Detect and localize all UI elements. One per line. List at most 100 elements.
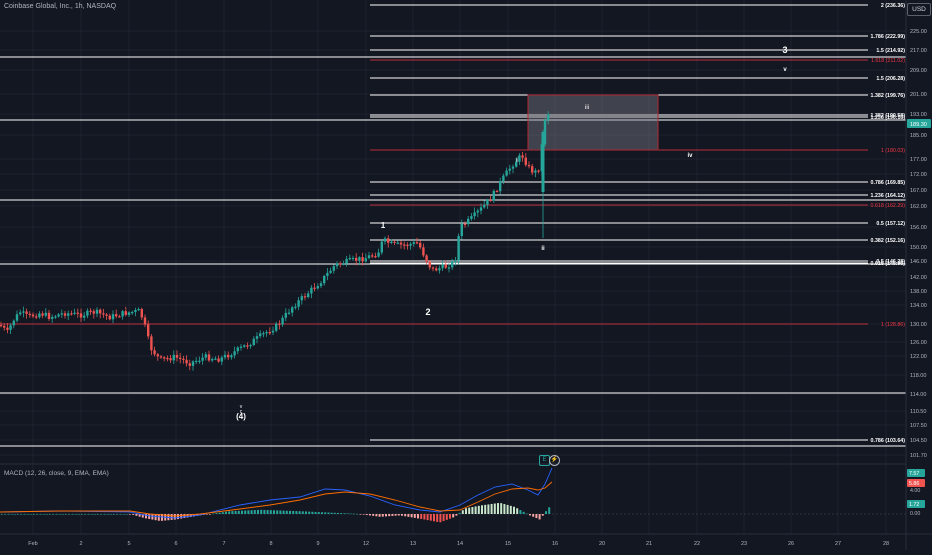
time-tick-1: 2 (79, 541, 82, 547)
macd-hist-bar (65, 514, 67, 515)
candle-body (19, 312, 22, 315)
macd-hist-bar (209, 514, 211, 515)
macd-hist-bar (538, 514, 541, 520)
candle-body (495, 190, 499, 193)
macd-hist-bar (253, 510, 256, 514)
macd-hist-bar (266, 510, 269, 514)
candle-body (534, 170, 537, 173)
macd-pane: 7.57 5.86 1.72 4.00 0.00 (0, 467, 925, 523)
macd-badge-0: 7.57 (909, 471, 919, 477)
time-tick-12: 20 (599, 541, 605, 547)
candle-body (454, 260, 457, 262)
price-axis[interactable]: 225.00 217.00 209.00 201.00 193.00 185.00 177.… (907, 29, 931, 459)
currency-button[interactable]: USD (907, 3, 931, 16)
candle-body (355, 257, 358, 261)
candle-body (217, 358, 220, 362)
fib-label-14: 0.5 (146.28) (876, 259, 905, 265)
candle-body (137, 309, 140, 311)
candle-body (505, 170, 508, 176)
macd-hist-bar (487, 504, 490, 514)
candle-body (396, 242, 399, 244)
macd-hist-bar (42, 514, 45, 515)
fib-label-1: 1.786 (222.99) (871, 34, 906, 40)
candle-body (63, 313, 67, 316)
wave-label-5: ii (541, 246, 545, 252)
time-tick-17: 27 (835, 541, 841, 547)
macd-hist-bar (356, 513, 359, 515)
candle-body (249, 345, 252, 347)
candle-body (547, 114, 550, 120)
macd-hist-bar (455, 514, 458, 516)
candle-body (262, 333, 265, 335)
candle-body (294, 306, 297, 308)
candle-body (220, 357, 223, 362)
candle-body (175, 354, 179, 358)
macd-hist-bar (58, 514, 61, 515)
macd-hist-bar (177, 514, 179, 520)
macd-hist-bar (353, 513, 355, 515)
target-zone-box[interactable] (527, 94, 659, 151)
macd-hist-bar (497, 503, 499, 514)
macd-hist-bar (138, 514, 141, 517)
macd-hist-bar (404, 514, 407, 517)
candle-body (521, 155, 524, 158)
lightning-icon[interactable]: ⚡ (549, 455, 560, 466)
macd-hist-bar (135, 514, 138, 516)
candle-body (131, 311, 134, 314)
wave-label-7: 2 (425, 307, 430, 317)
candle-body (303, 296, 307, 298)
current-price-badge[interactable] (907, 119, 931, 128)
fib-label-11: 0.618 (162.29) (871, 203, 906, 209)
time-tick-14: 22 (694, 541, 700, 547)
macd-hist-bar (289, 510, 291, 514)
time-tick-9: 14 (457, 541, 463, 547)
macd-hist-bar (477, 505, 480, 514)
macd-hist-bar (305, 511, 307, 514)
macd-hist-bar (247, 510, 250, 514)
price-tick-2: 209.00 (910, 68, 927, 74)
macd-hist-bar (401, 514, 403, 516)
time-tick-7: 12 (363, 541, 369, 547)
fib-label-6: 1.382 (190.58) (871, 113, 906, 119)
macd-hist-bar (90, 514, 93, 515)
fib-label-15: 0.618 (145.96) (871, 261, 906, 267)
candle-body (233, 351, 236, 356)
candle-body (524, 157, 527, 165)
macd-hist-bar (481, 505, 483, 514)
candle-body (31, 314, 35, 317)
candle-body (0, 325, 3, 327)
candle-body (22, 311, 25, 313)
candle-body (447, 267, 451, 269)
price-tick-6: 177.00 (910, 157, 927, 163)
time-tick-15: 23 (741, 541, 747, 547)
wave-label-10: (4) (236, 412, 246, 421)
price-tick-23: 104.50 (910, 438, 927, 444)
macd-hist-bar (541, 514, 544, 516)
macd-hist-bar (388, 514, 391, 517)
macd-hist-bar (250, 510, 253, 514)
macd-hist-bar (148, 514, 151, 519)
macd-hist-bar (301, 511, 304, 514)
macd-hist-bar (119, 514, 122, 515)
price-tick-1: 217.00 (910, 48, 927, 54)
macd-hist-bar (372, 514, 375, 516)
price-tick-9: 162.00 (910, 204, 927, 210)
macd-hist-bar (500, 503, 503, 514)
candlesticks (0, 111, 550, 371)
macd-hist-bar (221, 512, 224, 514)
macd-hist-bar (74, 514, 77, 515)
macd-hist-bar (465, 508, 467, 514)
symbol-title[interactable]: Coinbase Global, Inc., 1h, NASDAQ (4, 3, 117, 10)
macd-legend[interactable]: MACD (12, 26, close, 9, EMA, EMA) (4, 470, 109, 477)
candle-body (127, 312, 131, 315)
candle-body (281, 317, 284, 325)
candle-body (223, 354, 227, 358)
macd-badge-1: 5.86 (909, 481, 919, 487)
candle-body (246, 345, 249, 347)
signal-line (0, 481, 553, 517)
time-axis[interactable]: Feb 2 5 6 7 8 9 12 13 14 15 16 20 21 22 23 26 27 28 (28, 541, 889, 547)
macd-hist-bar (311, 511, 314, 514)
candle-body (422, 247, 425, 256)
